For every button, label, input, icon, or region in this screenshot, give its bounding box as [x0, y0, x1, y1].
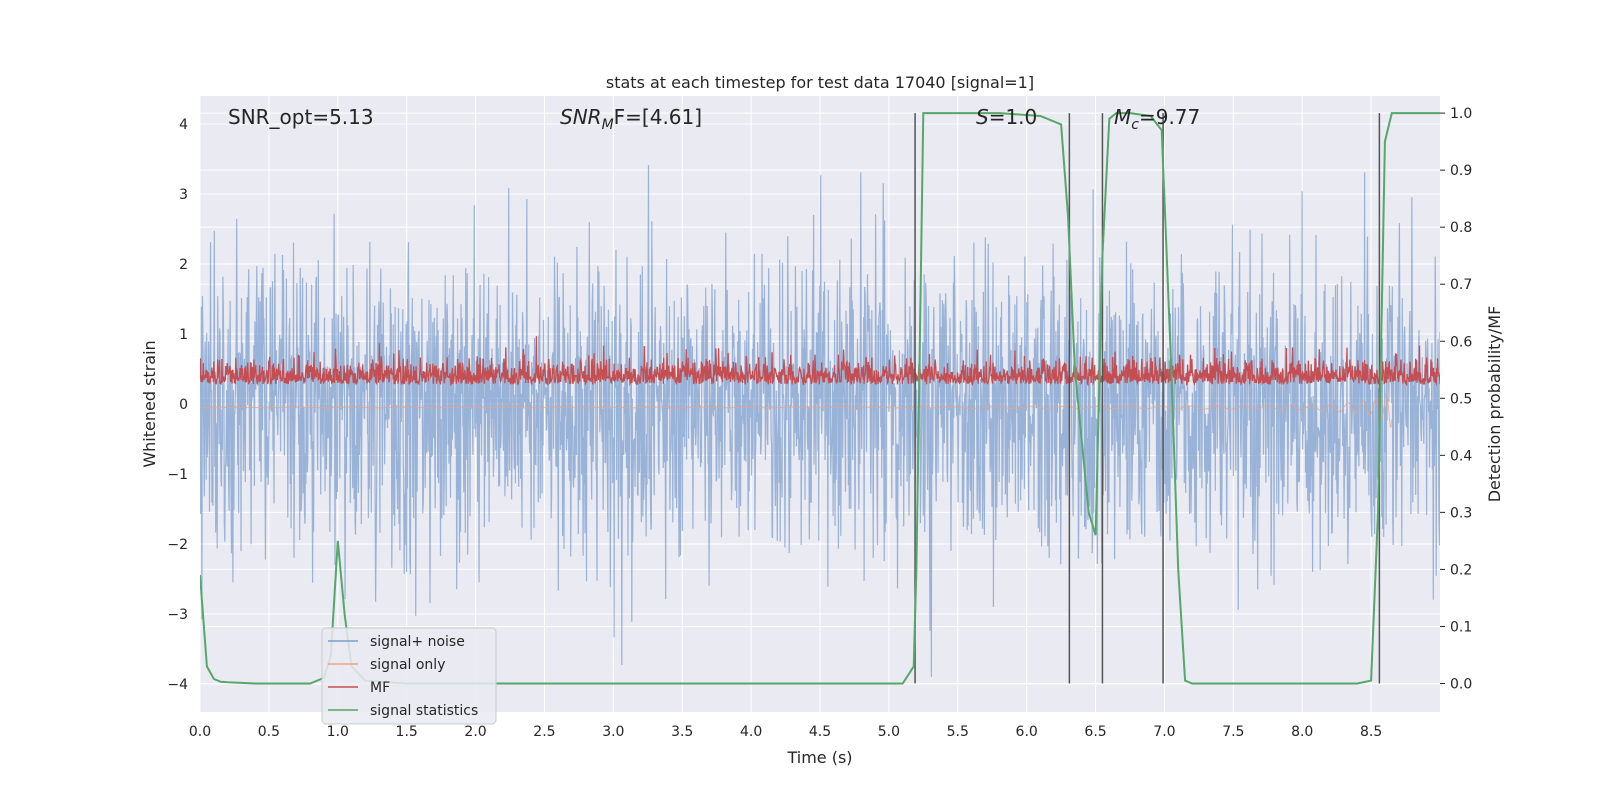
signal-only-series [200, 391, 1393, 428]
x-tick-label-4: 2.0 [464, 724, 486, 740]
legend-label-mf: MF [370, 680, 390, 696]
x-tick-label-5: 2.5 [533, 724, 555, 740]
annotation-snr-mf: SNRMF=[4.61] [560, 105, 702, 133]
mc-value: =9.77 [1139, 105, 1200, 129]
legend-box [321, 627, 497, 725]
right-y-tick-label-0: 0.0 [1450, 676, 1472, 692]
mc-subscript: c [1131, 117, 1139, 133]
left-y-tick-label-3: −1 [167, 467, 188, 483]
x-tick-label-8: 4.0 [740, 724, 762, 740]
x-tick-label-11: 5.5 [947, 724, 969, 740]
right-y-tick-label-2: 0.2 [1450, 562, 1472, 578]
left-y-tick-labels: −4 −3 −2 −1 0 1 2 3 4 [167, 117, 188, 693]
mc-symbol: M [1114, 105, 1131, 129]
x-tick-label-9: 4.5 [809, 724, 831, 740]
left-y-tick-label-5: 1 [179, 327, 188, 343]
x-tick-label-15: 7.5 [1222, 724, 1244, 740]
annotation-mc: Mc=9.77 [1114, 105, 1200, 133]
legend-label-signal-noise: signal+ noise [370, 634, 465, 650]
x-tick-label-14: 7.0 [1153, 724, 1175, 740]
snr-mf-subscript: M [602, 117, 614, 133]
legend: signal+ noise signal only MF signal stat… [321, 627, 497, 725]
snr-mf-value: F=[4.61] [614, 105, 702, 129]
chart-title: stats at each timestep for test data 170… [606, 73, 1034, 92]
left-y-tick-label-6: 2 [179, 257, 188, 273]
x-tick-label-6: 3.0 [602, 724, 624, 740]
x-tick-label-10: 5.0 [878, 724, 900, 740]
right-y-tick-label-4: 0.4 [1450, 448, 1472, 464]
right-y-tick-label-1: 0.1 [1450, 619, 1472, 635]
x-tick-label-17: 8.5 [1360, 724, 1382, 740]
left-y-axis-label: Whitened strain [140, 340, 159, 467]
s-value: =1.0 [989, 105, 1038, 129]
left-y-tick-label-2: −2 [167, 537, 188, 553]
right-y-tick-label-10: 1.0 [1450, 106, 1472, 122]
legend-label-signal-only: signal only [370, 657, 445, 673]
right-y-tick-label-6: 0.6 [1450, 334, 1472, 350]
right-y-tick-labels: 0.0 0.1 0.2 0.3 0.4 0.5 0.6 0.7 0.8 0.9 1.0 [1440, 106, 1472, 692]
right-y-tick-label-9: 0.9 [1450, 163, 1472, 179]
x-tick-label-16: 8.0 [1291, 724, 1313, 740]
x-tick-label-2: 1.0 [327, 724, 349, 740]
x-tick-label-0: 0.0 [189, 724, 211, 740]
x-tick-label-1: 0.5 [258, 724, 280, 740]
right-y-tick-label-8: 0.8 [1450, 220, 1472, 236]
right-y-tick-label-3: 0.3 [1450, 505, 1472, 521]
right-y-axis-label: Detection probability/MF [1485, 306, 1504, 503]
left-y-tick-label-4: 0 [179, 397, 188, 413]
x-tick-label-12: 6.0 [1016, 724, 1038, 740]
right-y-tick-label-5: 0.5 [1450, 391, 1472, 407]
x-axis-label: Time (s) [786, 748, 852, 767]
mf-series [200, 336, 1440, 387]
legend-label-signal-statistics: signal statistics [370, 703, 478, 719]
signal-plus-noise-series [200, 165, 1440, 678]
left-y-tick-label-8: 4 [179, 117, 188, 133]
snr-mf-symbol: SNR [560, 105, 602, 129]
right-y-tick-label-7: 0.7 [1450, 277, 1472, 293]
x-tick-label-3: 1.5 [396, 724, 418, 740]
annotation-s: S=1.0 [976, 105, 1037, 129]
annotation-snr-opt: SNR_opt=5.13 [228, 105, 374, 129]
left-y-tick-label-0: −4 [167, 677, 188, 693]
left-y-tick-label-1: −3 [167, 607, 188, 623]
left-y-tick-label-7: 3 [179, 187, 188, 203]
x-tick-labels: 0.0 0.5 1.0 1.5 2.0 2.5 3.0 3.5 4.0 4.5 5.0 5.5 6.0 6… [189, 724, 1382, 740]
x-tick-label-7: 3.5 [671, 724, 693, 740]
x-tick-label-13: 6.5 [1084, 724, 1106, 740]
s-symbol: S [976, 105, 989, 129]
